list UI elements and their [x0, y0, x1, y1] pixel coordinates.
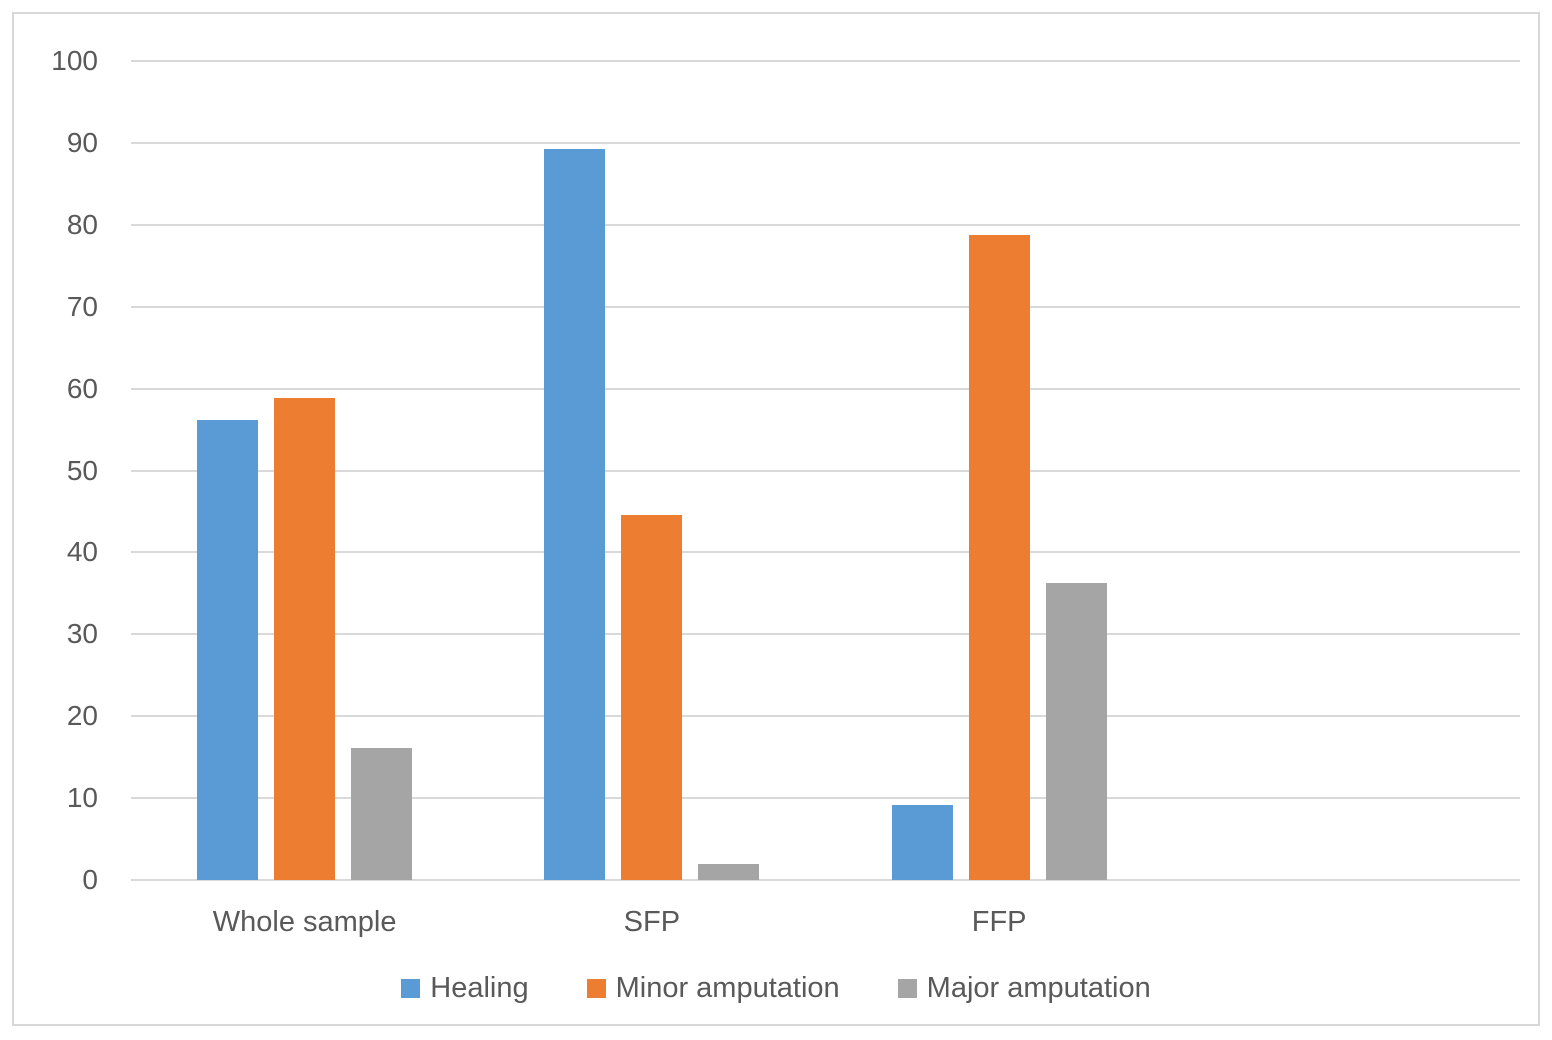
gridline-y-30 — [131, 633, 1520, 636]
gridline-y-20 — [131, 715, 1520, 718]
gridline-y-100 — [131, 60, 1520, 62]
y-tick-label-80: 80 — [66, 208, 98, 240]
y-tick-label-30: 30 — [66, 618, 98, 650]
gridline-y-80 — [131, 223, 1520, 226]
bar-minor-amputation-ffp — [968, 234, 1030, 880]
chart-frame: 0 10 20 30 40 50 60 70 80 90 100 Whole sample SFP FF… — [12, 12, 1540, 1026]
gridline-y-10 — [131, 797, 1520, 800]
y-tick-label-20: 20 — [66, 700, 98, 732]
y-tick-label-70: 70 — [66, 290, 98, 322]
x-category-label-ffp: FFP — [971, 906, 1027, 938]
y-tick-label-50: 50 — [66, 454, 98, 486]
gridline-y-90 — [131, 141, 1520, 144]
bar-major-amputation-ffp — [1045, 582, 1107, 880]
gridline-y-70 — [131, 305, 1520, 308]
bar-healing-ffp — [891, 805, 953, 880]
plot-area — [131, 60, 1520, 881]
y-tick-label-100: 100 — [51, 45, 98, 76]
y-tick-label-40: 40 — [66, 536, 98, 568]
bar-minor-amputation-sfp — [621, 514, 683, 880]
legend-item-healing: Healing — [401, 972, 529, 1005]
gridline-y-60 — [131, 387, 1520, 390]
legend-label-healing: Healing — [430, 972, 529, 1004]
bar-healing-sfp — [544, 148, 606, 880]
y-tick-label-0: 0 — [82, 864, 98, 895]
legend-label-minor-amputation: Minor amputation — [615, 972, 840, 1004]
y-tick-label-60: 60 — [66, 372, 98, 404]
legend-item-minor-amputation: Minor amputation — [586, 972, 840, 1005]
gridline-y-0 — [131, 879, 1520, 881]
bar-healing-whole-sample — [197, 419, 259, 880]
legend-swatch-icon-major-amputation — [897, 979, 917, 998]
x-category-label-whole-sample: Whole sample — [212, 906, 397, 938]
legend-label-major-amputation: Major amputation — [926, 972, 1151, 1004]
chart-legend: Healing Minor amputation Major amputation — [14, 972, 1538, 1005]
gridline-y-40 — [131, 551, 1520, 554]
bar-major-amputation-sfp — [698, 863, 760, 880]
legend-swatch-icon-minor-amputation — [586, 979, 606, 998]
gridline-y-50 — [131, 469, 1520, 472]
y-tick-label-10: 10 — [66, 782, 98, 814]
legend-item-major-amputation: Major amputation — [897, 972, 1151, 1005]
x-category-label-sfp: SFP — [623, 906, 681, 938]
y-tick-label-90: 90 — [66, 126, 98, 158]
bar-major-amputation-whole-sample — [351, 748, 413, 880]
legend-swatch-icon-healing — [401, 979, 421, 998]
bar-minor-amputation-whole-sample — [274, 398, 336, 880]
